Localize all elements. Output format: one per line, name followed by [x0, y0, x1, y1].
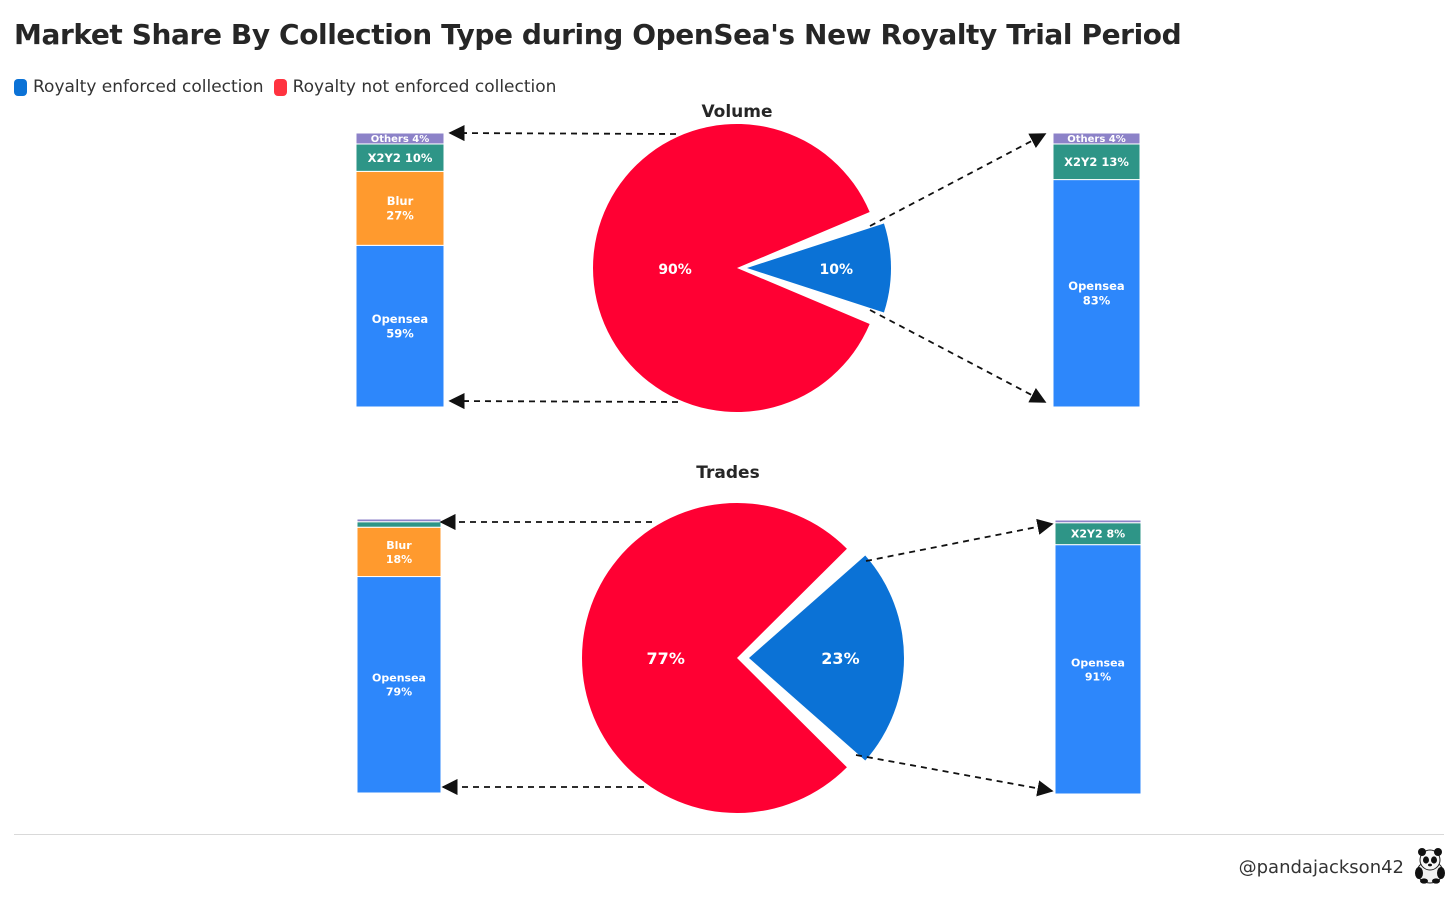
trades-left-bar-label-opensea-value: 79% [386, 686, 412, 699]
panda-avatar-icon [1415, 848, 1445, 884]
trades-right-bar-others[interactable] [1054, 519, 1142, 524]
trades-pie-slice-enforced[interactable] [749, 555, 904, 761]
volume-right-bar-label-others: Others 4% [1067, 134, 1126, 145]
volume-connector-arrow-4 [869, 309, 1047, 403]
trades-left-bar-others[interactable] [356, 518, 442, 523]
legend: Royalty enforced collection Royalty not … [14, 77, 566, 97]
volume-right-bar-x2y2[interactable] [1052, 143, 1141, 181]
trades-left-bar-opensea[interactable] [356, 576, 442, 794]
legend-swatch-not-enforced [273, 78, 287, 96]
legend-item-enforced[interactable]: Royalty enforced collection [14, 77, 264, 97]
volume-connector-arrow-1 [448, 124, 677, 142]
trades-title: Trades [696, 463, 759, 483]
trades-left-bar-x2y2[interactable] [356, 521, 442, 528]
trades-right-bar-opensea[interactable] [1054, 544, 1142, 795]
volume-left-bar-label-blur: Blur [387, 194, 414, 208]
trades-left-bar-label-blur: Blur [386, 539, 412, 552]
volume-pie-label-enforced: 10% [820, 262, 854, 278]
legend-label-enforced: Royalty enforced collection [33, 77, 264, 97]
volume-left-bar-label-opensea-value: 59% [386, 327, 414, 341]
trades-pie-slice-not-enforced[interactable] [581, 503, 847, 814]
trades-connector-arrow-4 [855, 754, 1054, 797]
volume-pie-label-not-enforced: 90% [658, 262, 692, 278]
volume-left-bar-blur[interactable] [355, 170, 445, 246]
author-handle[interactable]: @pandajackson42 [1238, 857, 1404, 878]
volume-right-bar-opensea[interactable] [1052, 179, 1141, 408]
volume-left-bar-opensea[interactable] [355, 244, 445, 408]
volume-left-bar-label-others: Others 4% [371, 134, 430, 145]
trades-right-bar-label-x2y2: X2Y2 8% [1071, 528, 1125, 541]
trades-pie-label-not-enforced: 77% [647, 649, 685, 668]
trades-right-bar-label-opensea: Opensea [1071, 656, 1125, 669]
legend-swatch-enforced [14, 78, 27, 96]
trades-left-bar-label-blur-value: 18% [386, 553, 412, 566]
volume-right-bar-label-opensea-value: 83% [1083, 294, 1111, 308]
trades-connector-arrow-3 [865, 518, 1054, 562]
page-title: Market Share By Collection Type during O… [14, 18, 1182, 51]
volume-pie-slice-enforced[interactable] [747, 223, 891, 313]
volume-left-bar-label-x2y2: X2Y2 10% [368, 151, 433, 165]
volume-right-bar-label-opensea: Opensea [1068, 279, 1124, 293]
volume-pie-slice-not-enforced[interactable] [592, 124, 870, 413]
volume-connector-arrow-2 [448, 392, 679, 410]
volume-left-bar-label-blur-value: 27% [386, 209, 414, 223]
volume-title: Volume [701, 102, 772, 122]
volume-left-bar-label-opensea: Opensea [372, 312, 428, 326]
trades-pie-label-enforced: 23% [821, 649, 859, 668]
trades-left-bar-label-opensea: Opensea [372, 672, 426, 685]
volume-left-bar-others[interactable] [355, 132, 445, 145]
trades-right-bar-label-opensea-value: 91% [1085, 670, 1111, 683]
volume-right-bar-others[interactable] [1052, 132, 1141, 145]
volume-connector-arrow-3 [869, 133, 1047, 227]
legend-label-not-enforced: Royalty not enforced collection [292, 77, 557, 97]
legend-item-not-enforced[interactable]: Royalty not enforced collection [273, 77, 557, 97]
volume-right-bar-label-x2y2: X2Y2 13% [1064, 155, 1129, 169]
footer-divider [14, 834, 1444, 835]
trades-left-bar-blur[interactable] [356, 526, 442, 578]
